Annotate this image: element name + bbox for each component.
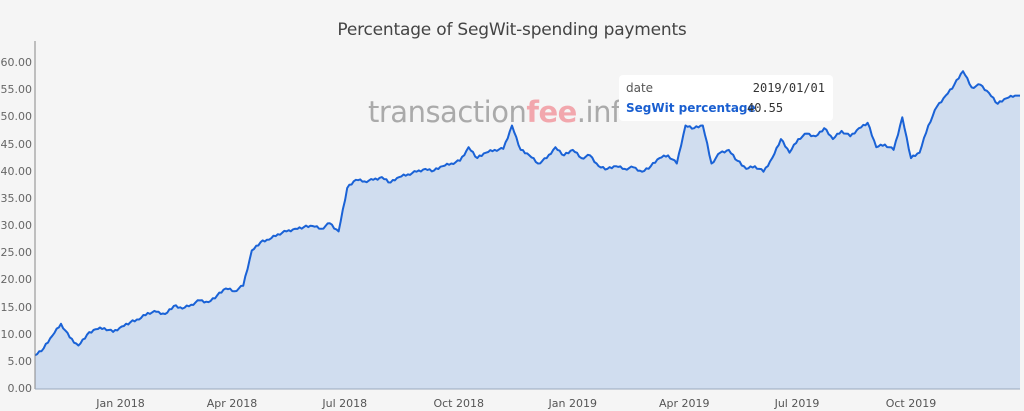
x-tick-label: Jan 2018 [96,397,145,410]
y-tick-label: 20.00 [0,273,33,287]
y-tick-label: 60.00 [0,56,33,69]
x-tick-label: Jul 2018 [322,397,368,410]
y-tick-label: 5.00 [7,354,33,368]
y-tick-label: 50.00 [0,110,33,124]
y-tick-label: 30.00 [0,219,33,232]
y-tick-label: 25.00 [0,246,33,260]
x-tick-label: Apr 2018 [206,397,258,410]
tooltip-series-label: SegWit percentage [626,101,756,115]
x-tick-label: Oct 2018 [433,397,484,410]
y-tick-label: 0.00 [7,382,33,395]
tooltip-date-value: 2019/01/01 [752,81,825,95]
chart-title: Percentage of SegWit-spending payments [337,20,687,40]
watermark: transactionfee.info/cha [368,95,620,129]
y-tick-label: 35.00 [0,191,33,205]
y-tick-label: 55.00 [0,83,33,97]
x-tick-label: Jan 2019 [548,397,597,410]
y-tick-label: 15.00 [0,300,33,314]
watermark-highlight: fee [526,95,577,129]
data-line [34,70,1020,357]
tooltip: date 2019/01/01 SegWit percentage 40.55 [619,75,833,121]
y-tick-label: 45.00 [0,137,33,151]
y-tick-label: 10.00 [0,327,33,341]
y-tick-label: 40.00 [0,164,33,178]
x-tick-label: Oct 2019 [885,397,937,410]
tooltip-date-label: date [626,81,654,95]
tooltip-series-value: 40.55 [747,101,784,115]
area-fill [35,71,1020,389]
watermark-prefix: transaction [368,95,527,129]
x-tick-label: Apr 2019 [658,397,710,410]
x-tick-label: Jul 2019 [774,397,820,410]
watermark-suffix: .info/cha [576,95,620,129]
